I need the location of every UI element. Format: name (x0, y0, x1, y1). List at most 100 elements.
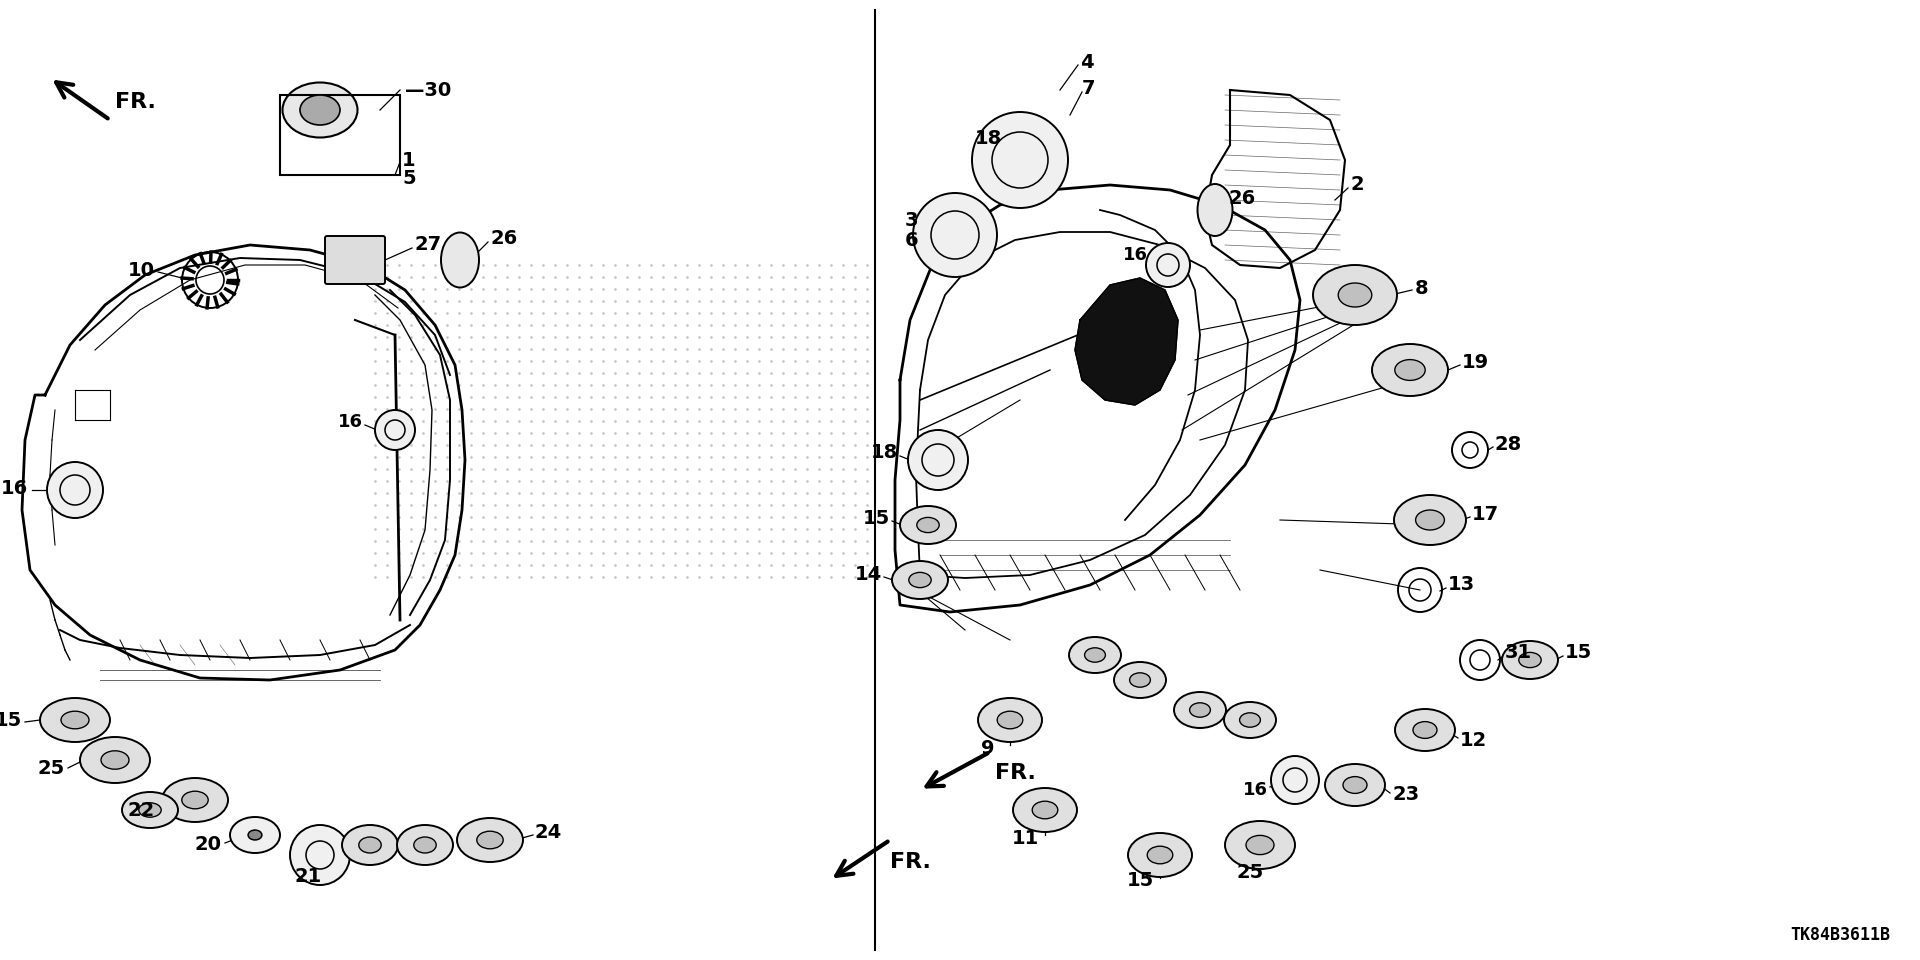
Text: 17: 17 (1473, 505, 1500, 523)
Ellipse shape (40, 698, 109, 742)
Ellipse shape (1338, 283, 1371, 307)
Ellipse shape (182, 791, 207, 808)
Ellipse shape (342, 825, 397, 865)
Text: 16: 16 (1242, 781, 1267, 799)
Ellipse shape (1313, 265, 1398, 325)
Circle shape (374, 410, 415, 450)
Text: 15: 15 (0, 710, 21, 730)
Circle shape (972, 112, 1068, 208)
Text: 16: 16 (338, 413, 363, 431)
Text: FR.: FR. (995, 763, 1037, 783)
Ellipse shape (1394, 360, 1425, 380)
Ellipse shape (996, 711, 1023, 729)
Text: 9: 9 (981, 738, 995, 757)
Ellipse shape (230, 817, 280, 853)
Ellipse shape (1225, 702, 1277, 738)
Text: 25: 25 (1236, 862, 1263, 881)
Circle shape (1271, 756, 1319, 804)
Ellipse shape (359, 837, 382, 853)
Ellipse shape (893, 561, 948, 599)
Ellipse shape (1033, 802, 1058, 819)
Ellipse shape (442, 232, 478, 287)
Text: 14: 14 (854, 564, 881, 584)
Text: 8: 8 (1415, 278, 1428, 298)
Text: 15: 15 (1127, 871, 1154, 890)
Text: 3: 3 (904, 210, 918, 229)
Ellipse shape (1342, 777, 1367, 793)
Polygon shape (1075, 278, 1179, 405)
Text: 28: 28 (1496, 435, 1523, 453)
Circle shape (908, 430, 968, 490)
Ellipse shape (977, 698, 1043, 742)
Text: 24: 24 (536, 824, 563, 843)
Circle shape (1146, 243, 1190, 287)
Ellipse shape (1014, 788, 1077, 832)
Ellipse shape (282, 83, 357, 137)
Text: 23: 23 (1392, 785, 1419, 804)
Text: 26: 26 (490, 228, 516, 248)
Text: 31: 31 (1505, 643, 1532, 662)
Text: 25: 25 (38, 758, 65, 778)
Ellipse shape (1129, 673, 1150, 687)
Text: 27: 27 (415, 235, 442, 254)
Text: 7: 7 (1083, 79, 1096, 98)
Ellipse shape (61, 711, 88, 729)
Ellipse shape (1413, 722, 1436, 738)
Ellipse shape (1190, 703, 1210, 717)
Ellipse shape (1373, 344, 1448, 396)
Text: 15: 15 (1565, 643, 1592, 662)
Text: 5: 5 (401, 169, 415, 187)
Text: 20: 20 (196, 835, 223, 854)
Text: 2: 2 (1350, 176, 1363, 195)
Ellipse shape (1148, 846, 1173, 864)
Ellipse shape (476, 831, 503, 849)
Text: 19: 19 (1461, 352, 1490, 372)
Ellipse shape (248, 830, 261, 840)
Text: 12: 12 (1459, 731, 1488, 750)
Text: 13: 13 (1448, 575, 1475, 594)
Ellipse shape (1114, 662, 1165, 698)
Text: 18: 18 (975, 129, 1002, 148)
Text: 15: 15 (862, 509, 891, 527)
Text: 22: 22 (129, 801, 156, 820)
Ellipse shape (161, 778, 228, 822)
Bar (280, 95, 399, 175)
Ellipse shape (1085, 648, 1106, 662)
Text: 4: 4 (1079, 53, 1094, 71)
Text: —30: —30 (405, 81, 451, 100)
Ellipse shape (415, 837, 436, 853)
Text: 6: 6 (904, 230, 918, 250)
Ellipse shape (1225, 821, 1294, 869)
Ellipse shape (1198, 184, 1233, 236)
Circle shape (290, 825, 349, 885)
Text: FR.: FR. (115, 92, 156, 112)
Circle shape (914, 193, 996, 277)
Text: 18: 18 (872, 444, 899, 463)
Ellipse shape (81, 737, 150, 783)
Ellipse shape (102, 751, 129, 769)
Ellipse shape (1240, 712, 1260, 728)
Ellipse shape (1129, 833, 1192, 877)
Ellipse shape (918, 517, 939, 533)
Ellipse shape (457, 818, 522, 862)
Text: 1: 1 (401, 151, 415, 170)
Ellipse shape (1173, 692, 1227, 728)
Ellipse shape (1396, 709, 1455, 751)
Ellipse shape (1246, 835, 1275, 854)
Ellipse shape (1325, 764, 1384, 806)
FancyBboxPatch shape (324, 236, 386, 284)
Ellipse shape (138, 803, 161, 817)
Text: 16: 16 (0, 478, 29, 497)
Ellipse shape (1069, 637, 1121, 673)
Ellipse shape (1415, 510, 1444, 530)
Text: 16: 16 (1123, 246, 1148, 264)
Ellipse shape (1394, 495, 1467, 545)
Text: FR.: FR. (891, 852, 931, 872)
Text: 21: 21 (294, 867, 323, 885)
Ellipse shape (123, 792, 179, 828)
Text: 10: 10 (129, 260, 156, 279)
Text: TK84B3611B: TK84B3611B (1789, 926, 1889, 944)
Ellipse shape (397, 825, 453, 865)
Ellipse shape (908, 572, 931, 588)
Ellipse shape (300, 95, 340, 125)
